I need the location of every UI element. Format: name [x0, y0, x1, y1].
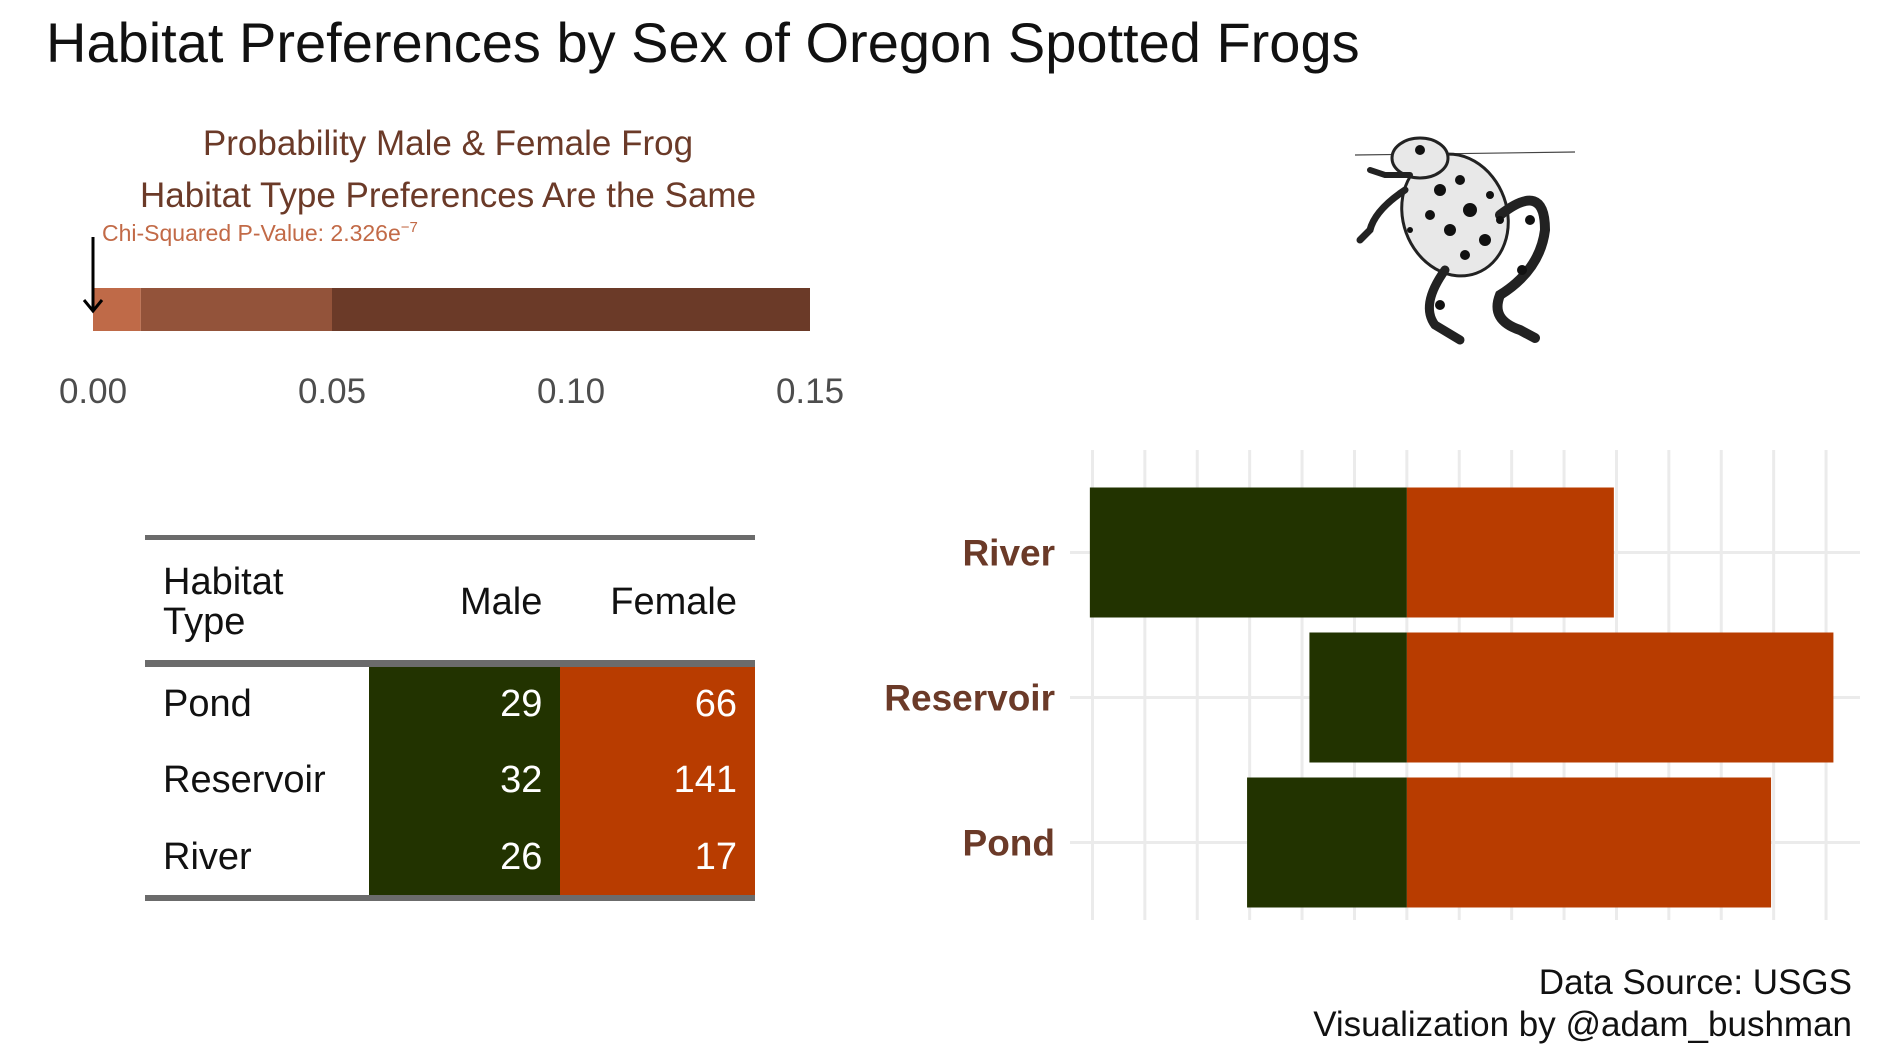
female-bar	[1406, 632, 1834, 763]
pvalue-annotation: Chi-Squared P-Value: 2.326e−7	[102, 219, 418, 246]
pvalue-segment-2	[140, 288, 332, 331]
pvalue-title-line-2: Habitat Type Preferences Are the Same	[139, 176, 757, 215]
pvalue-arrow-head	[82, 299, 104, 314]
bar-series	[1089, 487, 1834, 908]
pvalue-title: Probability Male & Female Frog Habitat T…	[88, 118, 808, 222]
male-count-cell: 32	[369, 741, 561, 820]
chart-title: Habitat Preferences by Sex of Oregon Spo…	[46, 11, 1360, 74]
header-male: Male	[459, 580, 543, 623]
pvalue-segment-3	[332, 288, 810, 331]
table-row: River 26 17	[145, 819, 755, 898]
male-bar	[1309, 632, 1407, 763]
bar-category-label: Reservoir	[884, 678, 1055, 719]
male-count-cell: 26	[369, 819, 561, 898]
male-bar	[1247, 777, 1407, 908]
bar-category-labels: River Reservoir Pond	[884, 533, 1055, 864]
counts-table: Habitat Type Male Female Pond 29 66 Rese…	[145, 535, 755, 901]
counts-table-grid: Habitat Type Male Female Pond 29 66 Rese…	[145, 535, 755, 901]
female-bar	[1406, 487, 1614, 618]
pvalue-tick-label: 0.05	[298, 372, 366, 411]
author-credit: Visualization by @adam_bushman	[1313, 1005, 1852, 1044]
pvalue-segment-1	[93, 288, 141, 331]
table-row: Pond 29 66	[145, 663, 755, 742]
habitat-cell: Pond	[163, 682, 252, 725]
bar-category-label: Pond	[963, 823, 1055, 864]
header-habitat-type: Habitat Type	[163, 561, 284, 643]
pvalue-title-line-1: Probability Male & Female Frog	[202, 124, 694, 163]
pvalue-tick-labels: 0.00 0.05 0.10 0.15	[59, 372, 844, 411]
habitat-cell: River	[163, 835, 252, 878]
pvalue-tick-label: 0.00	[59, 372, 127, 411]
table-row: Reservoir 32 141	[145, 741, 755, 820]
header-female: Female	[610, 580, 737, 623]
data-source: Data Source: USGS	[1538, 963, 1852, 1002]
female-count-cell: 66	[560, 663, 755, 742]
diverging-bar-chart: River Reservoir Pond	[884, 450, 1860, 920]
pvalue-annotation-text: Chi-Squared P-Value: 2.326e	[102, 220, 401, 246]
male-bar	[1089, 487, 1407, 618]
female-count-cell: 141	[560, 741, 755, 820]
pvalue-scale-chart: 0.00 0.05 0.10 0.15 Chi-Squared P-Value: 2.…	[59, 219, 844, 411]
habitat-cell: Reservoir	[163, 759, 326, 801]
pvalue-tick-label: 0.10	[537, 372, 605, 411]
pvalue-tick-label: 0.15	[776, 372, 844, 411]
female-count-cell: 17	[560, 819, 755, 898]
male-count-cell: 29	[369, 663, 561, 742]
female-bar	[1406, 777, 1772, 908]
spotted-frog-icon	[1354, 136, 1576, 345]
table-header-row: Habitat Type Male Female	[145, 537, 755, 664]
pvalue-annotation-exponent: −7	[401, 219, 418, 236]
pvalue-segments	[93, 288, 810, 331]
bar-category-label: River	[962, 533, 1055, 574]
credits: Data Source: USGS Visualization by @adam…	[1313, 962, 1852, 1046]
